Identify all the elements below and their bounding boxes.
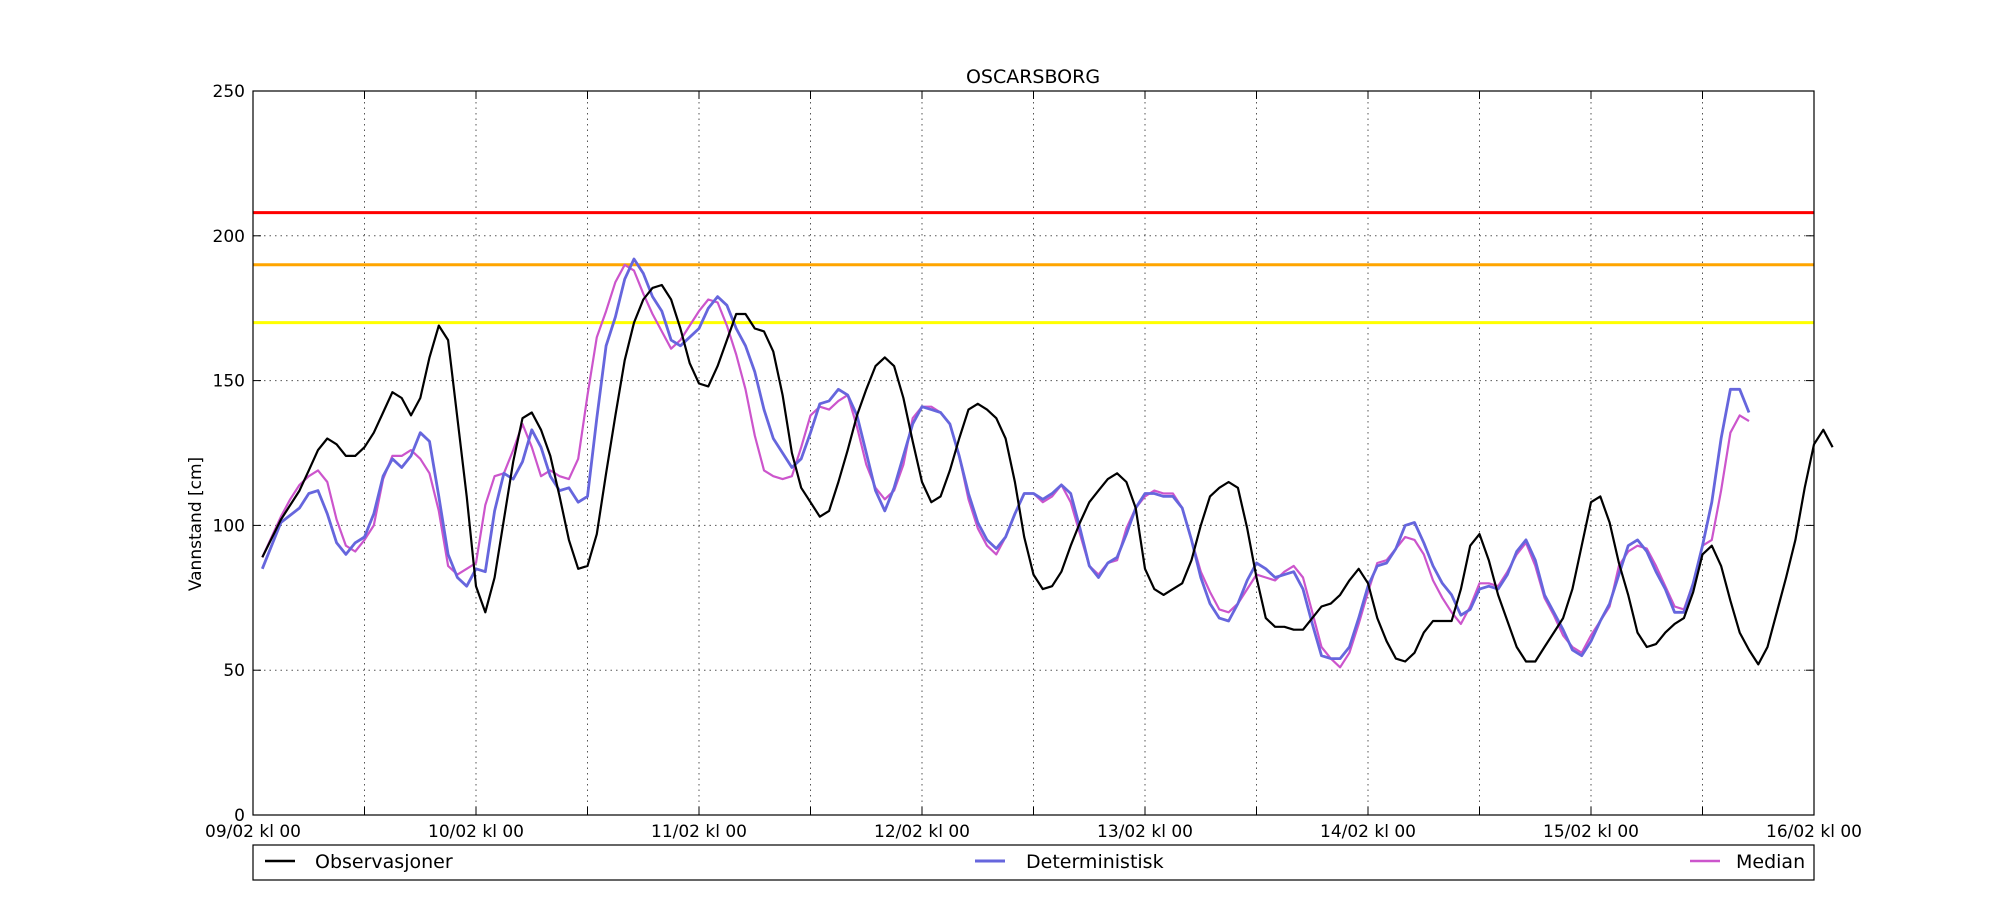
y-tick-label: 0 bbox=[234, 806, 245, 826]
legend: Observasjoner Deterministisk Median bbox=[252, 844, 1815, 881]
x-tick-label: 09/02 kl 00 bbox=[205, 822, 301, 842]
series-line-observasjoner bbox=[261, 283, 1834, 666]
series-line-deterministisk bbox=[261, 257, 1751, 660]
y-tick-label: 150 bbox=[213, 372, 245, 392]
y-tick-label: 200 bbox=[213, 227, 245, 247]
x-tick-label: 14/02 kl 00 bbox=[1320, 822, 1416, 842]
legend-box bbox=[252, 844, 1815, 881]
chart-title: OSCARSBORG bbox=[966, 66, 1100, 88]
x-tick-label: 13/02 kl 00 bbox=[1097, 822, 1193, 842]
y-tick-label: 100 bbox=[213, 516, 245, 536]
threshold-lines bbox=[253, 211, 1814, 325]
x-tick-label: 15/02 kl 00 bbox=[1543, 822, 1639, 842]
plot-frame bbox=[252, 90, 1815, 816]
axis-ticks: 0 50 100 150 200 250 09/02 kl 00 10/02 kl 00 11/… bbox=[205, 82, 1862, 842]
grid bbox=[253, 91, 1814, 815]
legend-label-deterministisk: Deterministisk bbox=[1026, 851, 1164, 873]
x-tick-label: 16/02 kl 00 bbox=[1766, 822, 1862, 842]
x-tick-label: 12/02 kl 00 bbox=[874, 822, 970, 842]
legend-label-observasjoner: Observasjoner bbox=[315, 851, 453, 873]
series-lines bbox=[261, 257, 1834, 669]
x-tick-label: 10/02 kl 00 bbox=[428, 822, 524, 842]
series-line-median bbox=[261, 263, 1750, 669]
y-axis-label: Vannstand [cm] bbox=[186, 457, 206, 591]
y-tick-label: 250 bbox=[213, 82, 245, 102]
y-tick-label: 50 bbox=[223, 661, 245, 681]
legend-label-median: Median bbox=[1736, 851, 1805, 873]
x-tick-label: 11/02 kl 00 bbox=[651, 822, 747, 842]
